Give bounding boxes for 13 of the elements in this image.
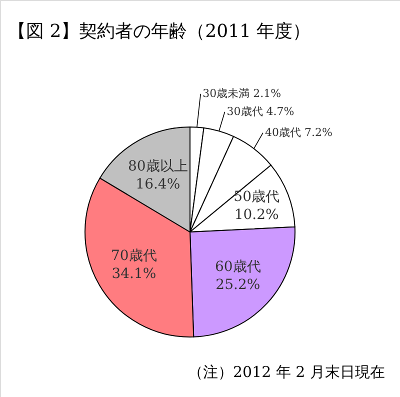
slice-label: 40歳代 7.2% (264, 126, 332, 139)
data-label: 34.1% (112, 266, 156, 282)
chart-title: 【図 2】契約者の年齢（2011 年度） (8, 21, 311, 42)
data-label: 25.2% (216, 277, 260, 294)
slice-label: 30歳代 4.7% (226, 104, 294, 118)
data-label: 10.2% (234, 207, 279, 224)
slice-label: 80歳以上 (128, 158, 188, 174)
data-label: 16.4% (136, 176, 180, 192)
slice-label: 50歳代 (234, 189, 280, 206)
slice-label: 30歳未満 2.1% (202, 86, 282, 100)
text: （注）2012 年 2 月末日現在 (188, 363, 385, 381)
slice-label: 60歳代 (214, 259, 261, 276)
slice-label: 70歳代 (111, 248, 157, 264)
